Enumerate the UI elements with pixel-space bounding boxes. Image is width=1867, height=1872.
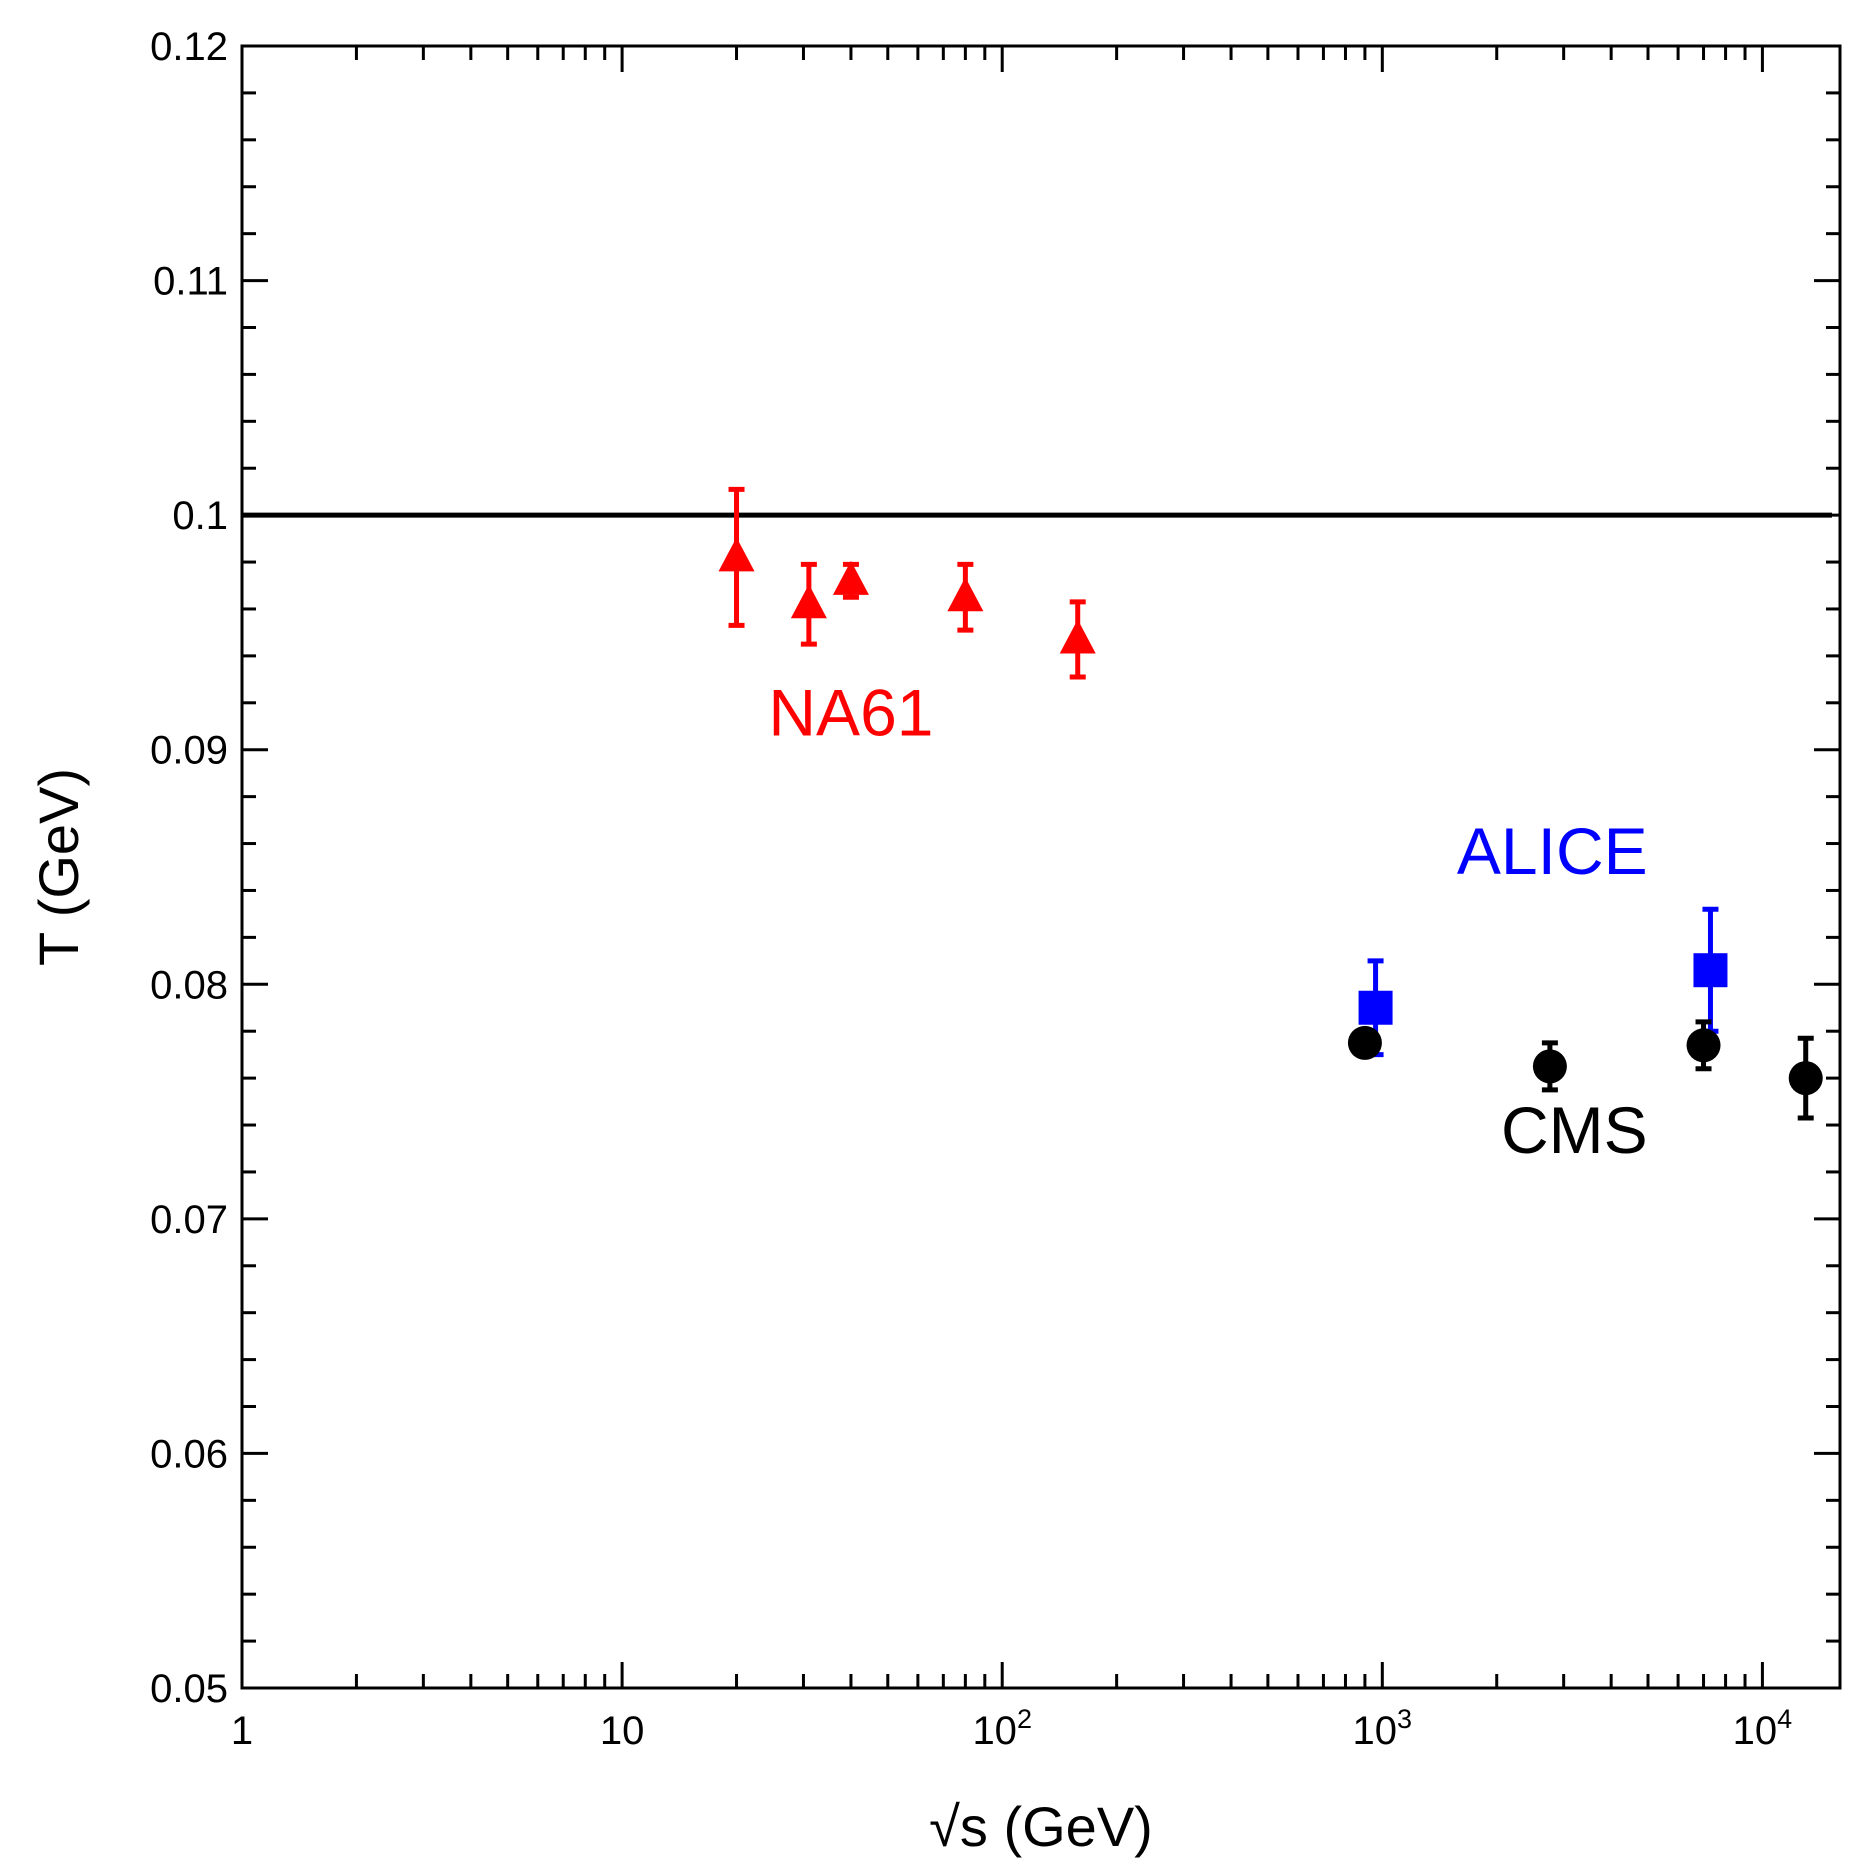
tick-labels: 0.05 0.06 0.07 0.08 0.09 0.1 0.11 0.12 1 10 102 103… [150, 25, 1792, 1753]
series-labels: NA61 ALICE CMS [768, 676, 1647, 1168]
x-tick-label: 102 [972, 1704, 1032, 1753]
x-tick-label: 104 [1733, 1704, 1793, 1753]
y-tick-label: 0.07 [150, 1198, 228, 1242]
x-tick-label: 103 [1353, 1704, 1413, 1753]
series-label-alice: ALICE [1457, 814, 1648, 888]
data-point-circle [1788, 1061, 1823, 1096]
y-tick-label: 0.11 [153, 260, 228, 304]
series-label-cms: CMS [1501, 1093, 1648, 1167]
y-tick-label: 0.05 [150, 1667, 228, 1711]
y-axis-title: T (GeV) [27, 768, 90, 966]
data-point-triangle [718, 537, 755, 572]
data-point-circle [1532, 1049, 1567, 1084]
data-point-square [1693, 953, 1728, 988]
data-point-triangle [1059, 619, 1096, 654]
plot-frame [240, 44, 1842, 1690]
series-na61 [718, 486, 1096, 680]
series-alice [1358, 906, 1728, 1058]
y-tick-label: 0.09 [150, 729, 228, 773]
x-axis-title: √s (GeV) [929, 1795, 1153, 1858]
data-point-circle [1347, 1025, 1382, 1060]
series-label-na61: NA61 [768, 676, 933, 750]
series-cms [1347, 1019, 1823, 1121]
data-point-triangle [790, 584, 827, 619]
y-tick-label: 0.06 [150, 1432, 228, 1476]
data-point-triangle [947, 577, 984, 612]
x-tick-label: 10 [600, 1709, 645, 1753]
y-tick-label: 0.12 [150, 25, 228, 69]
data-point-triangle [832, 560, 869, 595]
y-tick-label: 0.08 [150, 963, 228, 1007]
data-point-circle [1686, 1028, 1721, 1063]
x-tick-label: 1 [231, 1709, 253, 1753]
y-tick-label: 0.1 [172, 494, 228, 538]
data-point-square [1358, 990, 1393, 1025]
data-series [718, 486, 1823, 1121]
